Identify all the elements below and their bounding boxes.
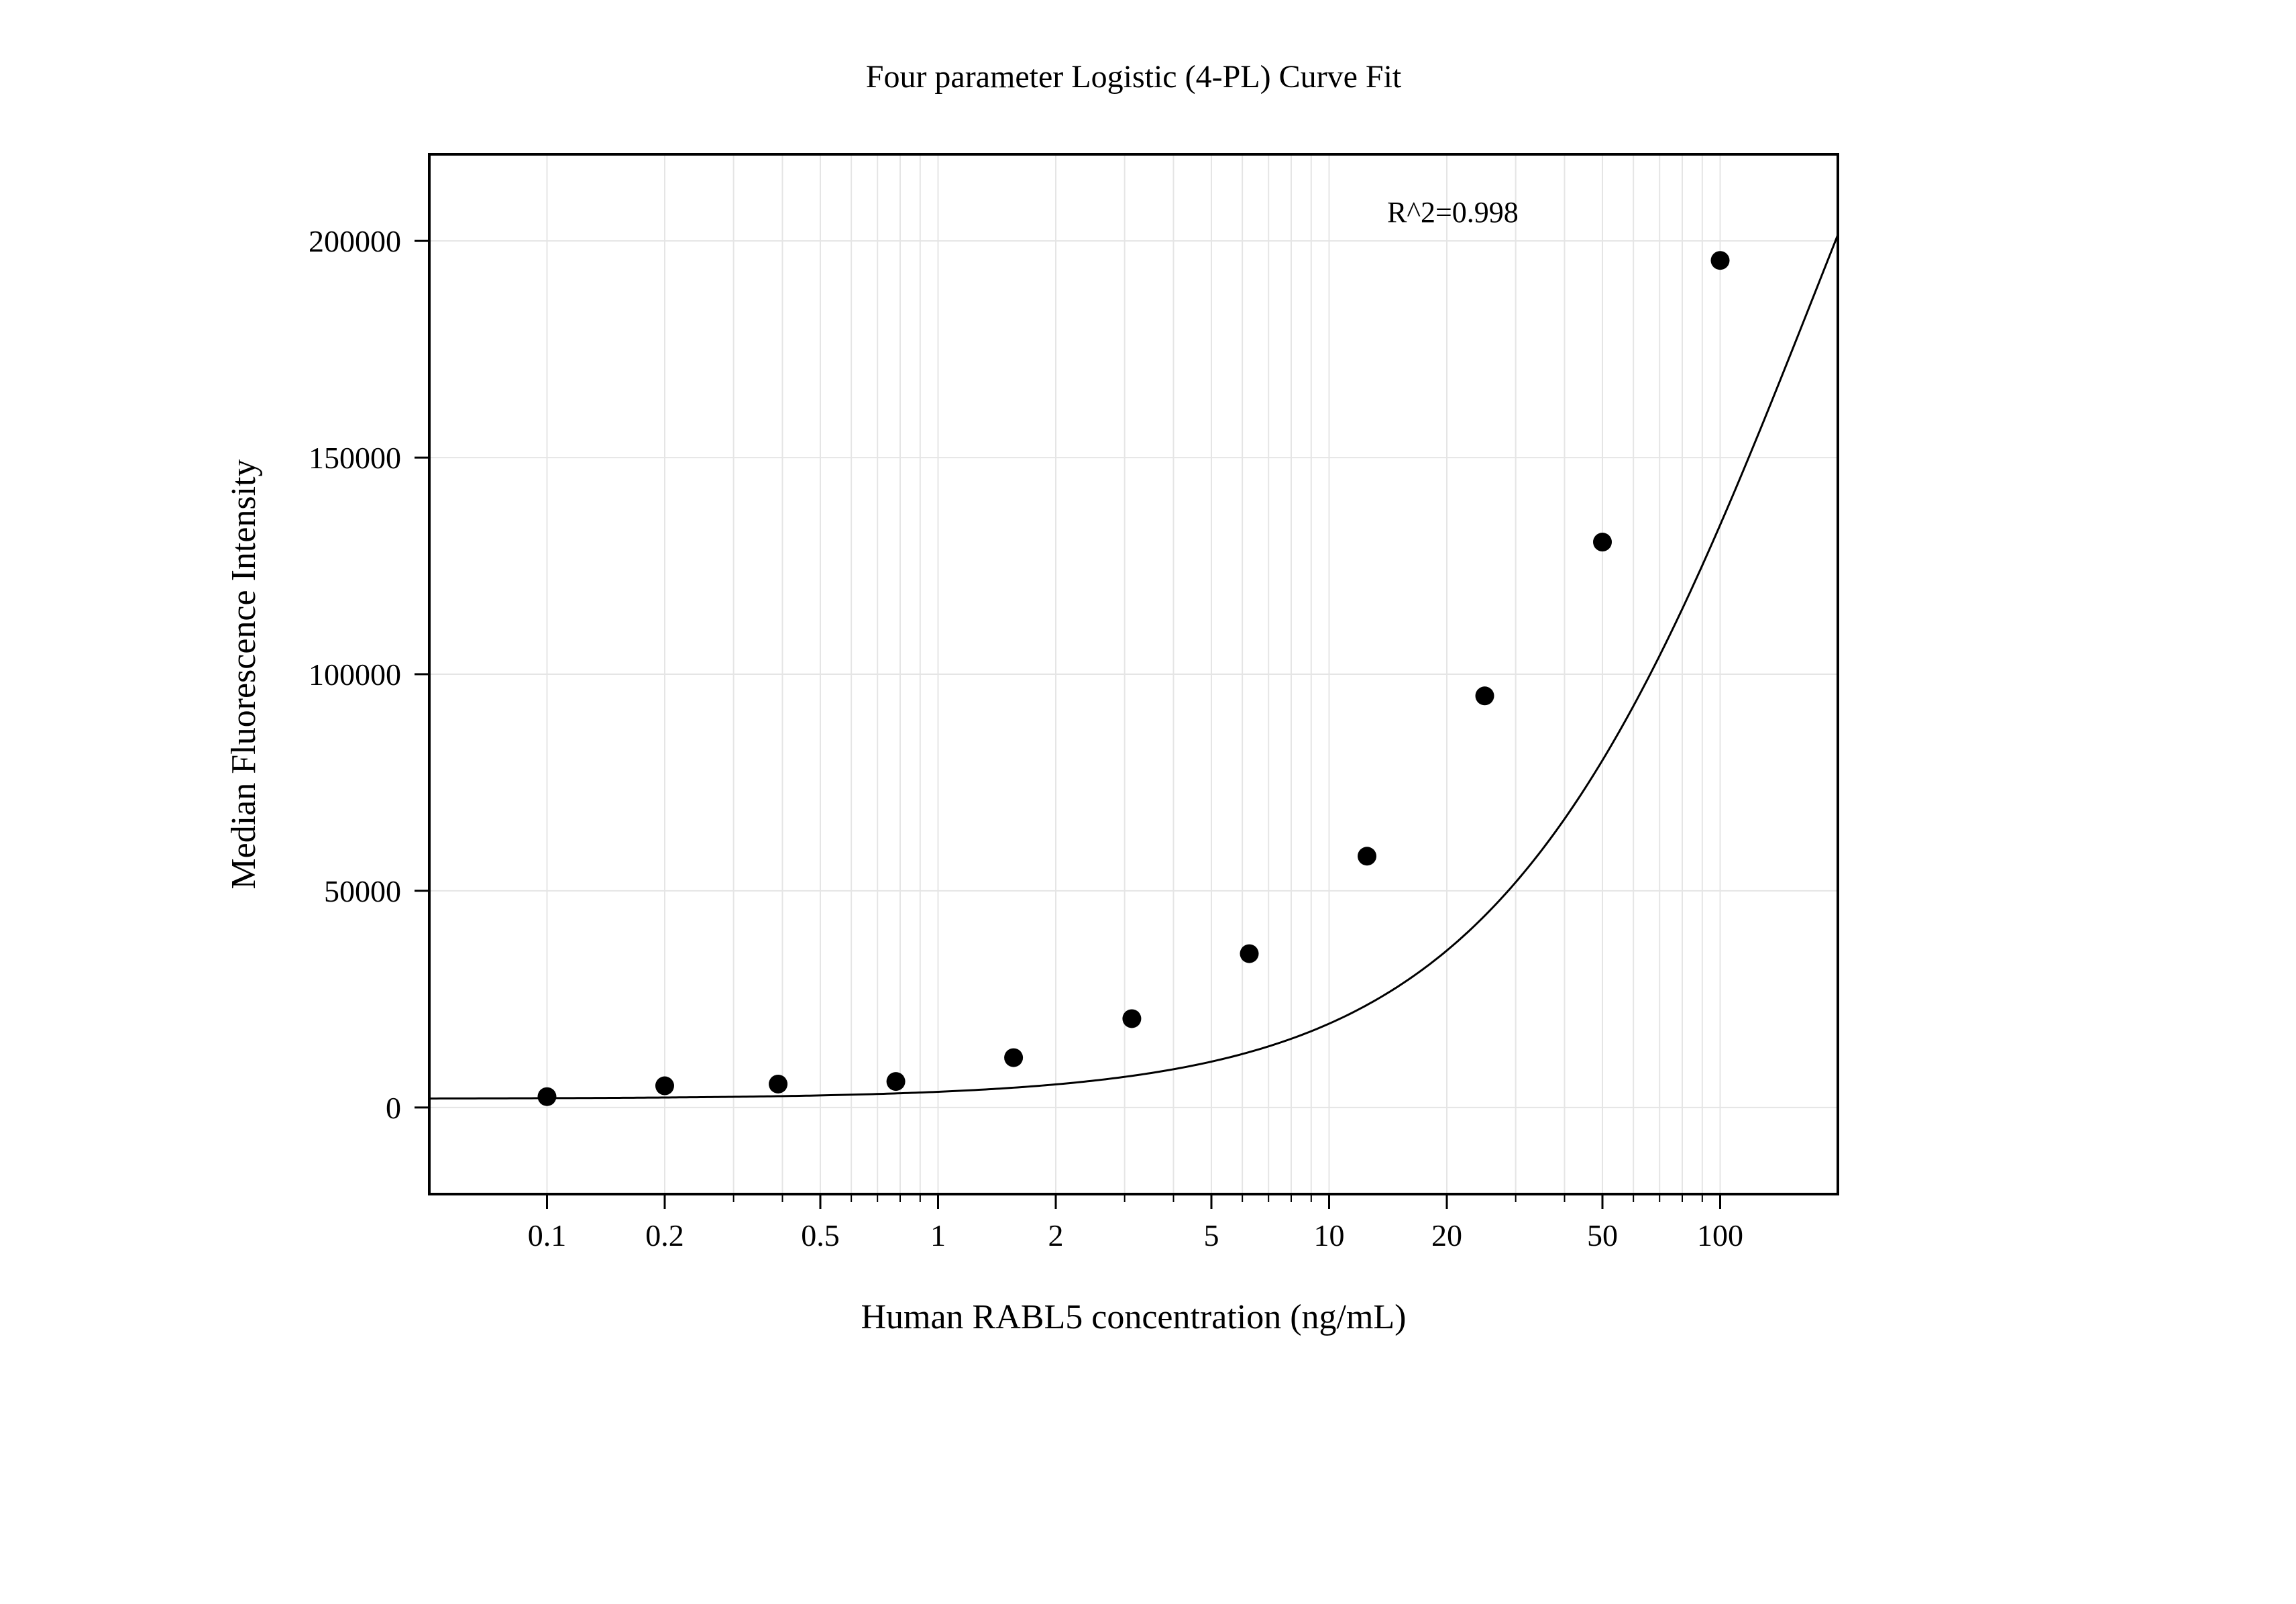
x-tick-label: 10 [1314, 1218, 1345, 1252]
y-axis-label: Median Fluorescence Intensity [225, 459, 263, 889]
chart-svg: 0.1 0.2 0.5 1 2 5 10 20 50 100 0 50000 100000 150000 2… [0, 0, 2296, 1604]
x-tick-label: 0.5 [801, 1218, 840, 1252]
data-point [1122, 1009, 1141, 1028]
data-point [769, 1075, 787, 1093]
chart-title: Four parameter Logistic (4-PL) Curve Fit [866, 59, 1402, 95]
x-tick-label: 5 [1204, 1218, 1219, 1252]
x-tick-label: 0.2 [645, 1218, 684, 1252]
data-point [1593, 533, 1612, 551]
x-tick-label: 2 [1048, 1218, 1063, 1252]
x-tick-label: 1 [930, 1218, 946, 1252]
y-tick-label: 150000 [309, 441, 401, 475]
data-point [1240, 945, 1259, 963]
x-axis-label: Human RABL5 concentration (ng/mL) [861, 1298, 1406, 1336]
y-tick-label: 0 [386, 1091, 401, 1125]
r-squared-annotation: R^2=0.998 [1387, 196, 1519, 229]
data-point [537, 1087, 556, 1106]
y-tick-label: 100000 [309, 657, 401, 692]
chart-container: 0.1 0.2 0.5 1 2 5 10 20 50 100 0 50000 100000 150000 2… [0, 0, 2296, 1604]
data-point [1358, 847, 1376, 865]
y-tick-label: 50000 [324, 874, 401, 908]
data-point [1476, 686, 1494, 705]
data-point [887, 1072, 906, 1091]
data-point [655, 1077, 674, 1095]
x-tick-label: 100 [1697, 1218, 1743, 1252]
data-point [1004, 1049, 1023, 1067]
x-tick-label: 0.1 [528, 1218, 567, 1252]
x-tick-label: 20 [1431, 1218, 1462, 1252]
y-tick-label: 200000 [309, 224, 401, 258]
x-tick-label: 50 [1587, 1218, 1618, 1252]
data-point [1711, 251, 1730, 270]
